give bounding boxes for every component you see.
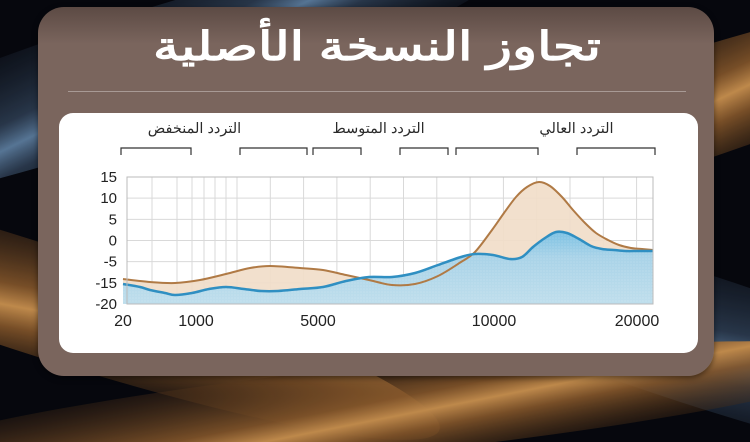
svg-text:15: 15 (100, 169, 117, 186)
svg-text:5: 5 (109, 211, 117, 228)
svg-text:1000: 1000 (178, 313, 214, 330)
svg-text:10: 10 (100, 190, 117, 207)
svg-text:20000: 20000 (615, 313, 660, 330)
svg-text:-20: -20 (95, 296, 117, 313)
svg-text:0: 0 (109, 233, 117, 250)
svg-text:-5: -5 (104, 254, 117, 271)
svg-text:-15: -15 (95, 275, 117, 292)
svg-text:5000: 5000 (300, 313, 336, 330)
svg-text:20: 20 (114, 313, 132, 330)
svg-text:10000: 10000 (472, 313, 517, 330)
